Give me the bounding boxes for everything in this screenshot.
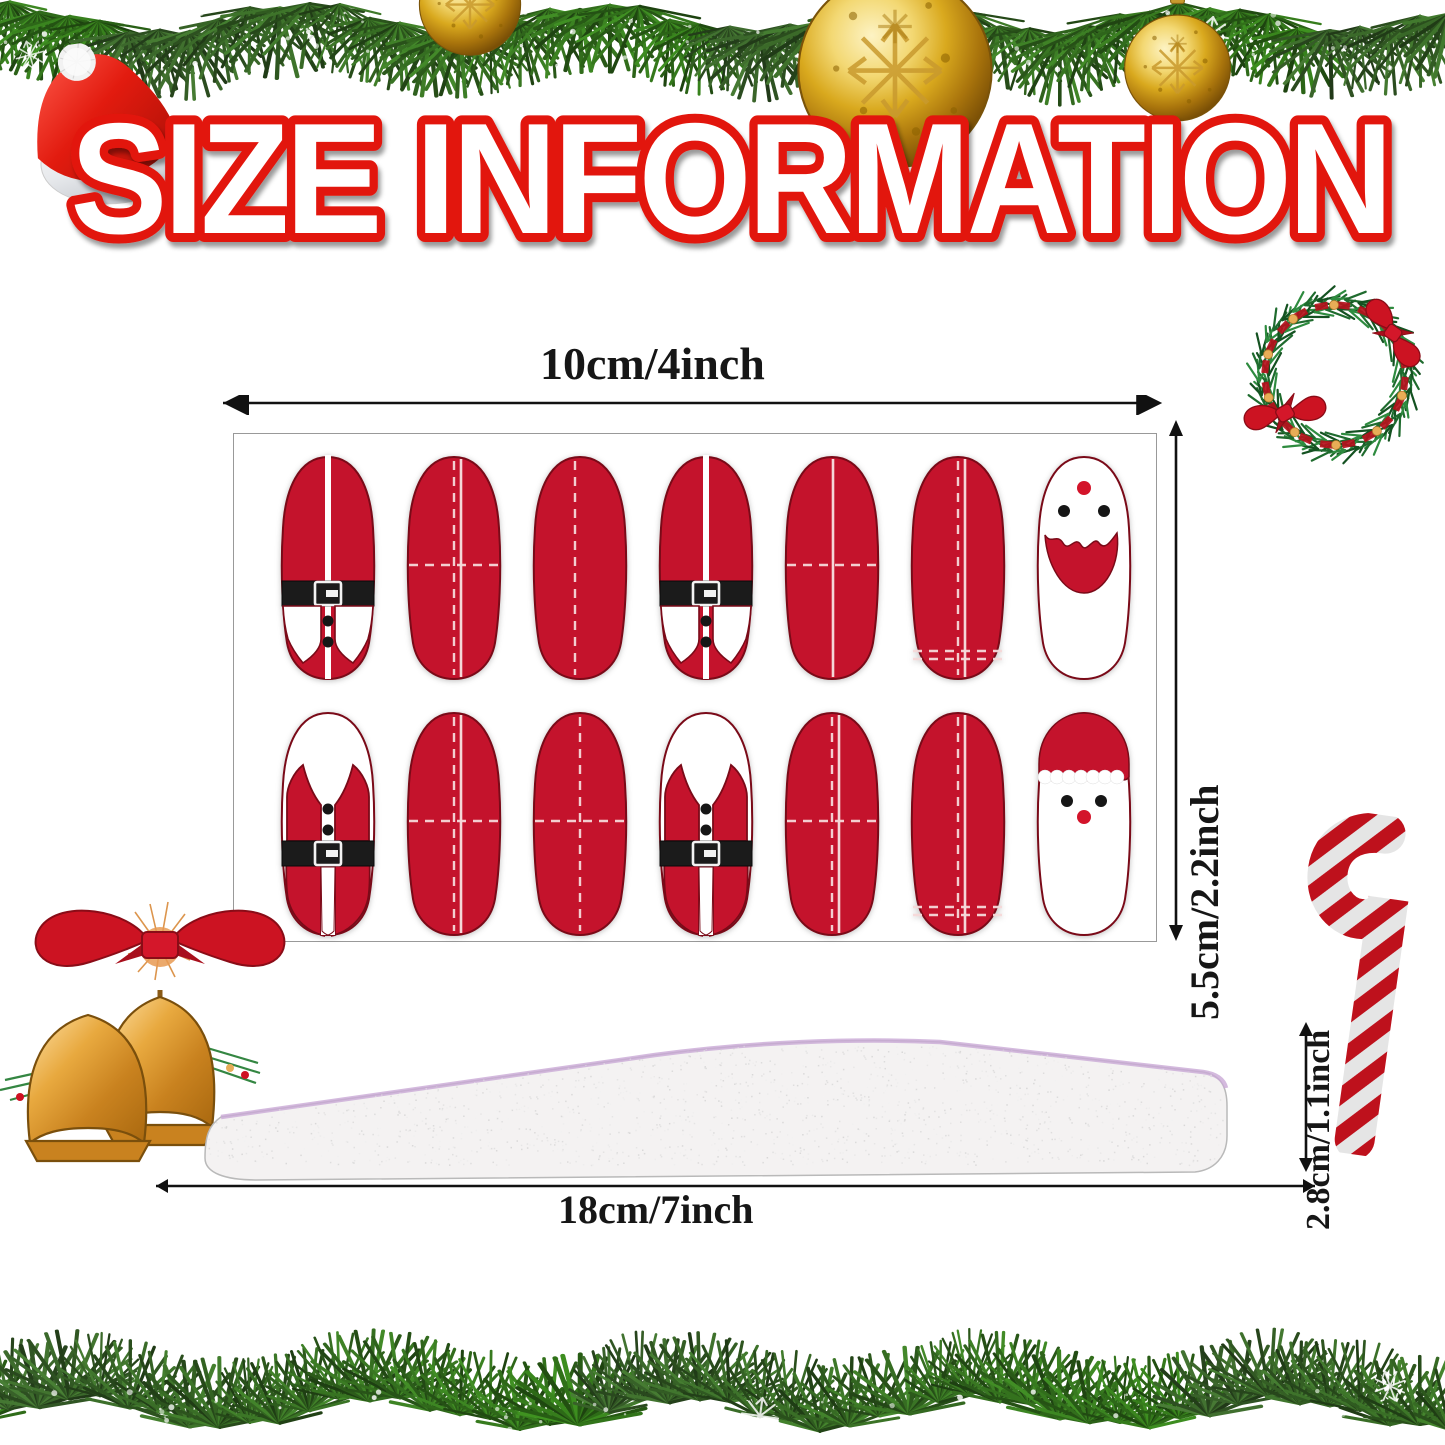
svg-text:5.5cm/2.2inch: 5.5cm/2.2inch: [1182, 784, 1227, 1020]
svg-text:SIZE INFORMATION: SIZE INFORMATION: [70, 95, 1389, 267]
